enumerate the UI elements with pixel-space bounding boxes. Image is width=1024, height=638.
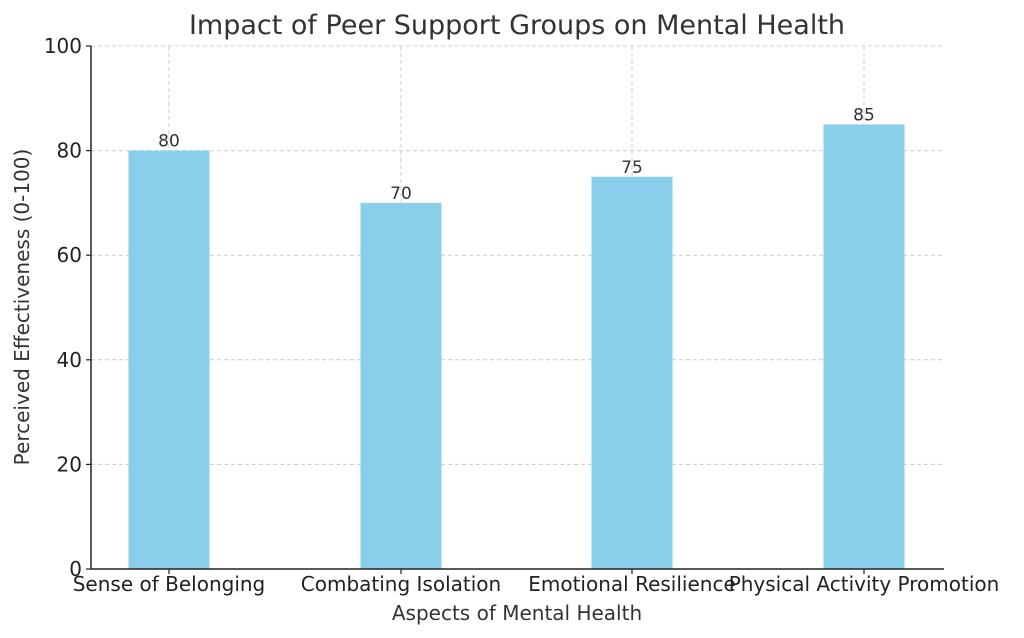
y-tick-label: 100 xyxy=(44,34,82,58)
bar xyxy=(823,124,905,569)
data-labels: 80 70 75 85 xyxy=(158,105,875,203)
x-tick-label: Emotional Resilience xyxy=(528,572,736,596)
y-tick-label: 80 xyxy=(57,139,82,163)
bar-value-label: 80 xyxy=(158,132,180,152)
bar-value-label: 75 xyxy=(621,158,643,178)
ticks: 0 20 40 60 80 100 Sense of Belonging Combating … xyxy=(44,34,1000,596)
bar-value-label: 85 xyxy=(853,105,875,125)
x-tick-label: Combating Isolation xyxy=(301,572,501,596)
bars xyxy=(128,124,905,569)
y-axis-title: Perceived Effectiveness (0-100) xyxy=(10,149,34,466)
y-tick-label: 40 xyxy=(57,348,82,372)
y-tick-label: 0 xyxy=(69,557,82,581)
bar-value-label: 70 xyxy=(390,184,412,204)
axes xyxy=(90,46,944,570)
bar xyxy=(128,150,210,569)
x-tick-label: Sense of Belonging xyxy=(73,572,266,596)
x-axis-title: Aspects of Mental Health xyxy=(392,601,642,625)
bar xyxy=(591,176,673,569)
x-tick-label: Physical Activity Promotion xyxy=(729,572,1000,596)
grid-lines xyxy=(91,45,944,569)
chart-title: Impact of Peer Support Groups on Mental … xyxy=(189,10,845,41)
y-tick-label: 60 xyxy=(57,243,82,267)
y-tick-label: 20 xyxy=(57,452,82,476)
bar xyxy=(360,202,442,569)
